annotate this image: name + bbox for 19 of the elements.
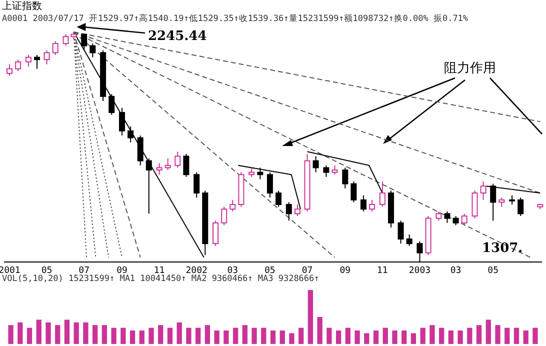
x-tick-label: 2003: [408, 266, 431, 276]
x-tick-label: 11: [377, 266, 388, 276]
x-tick-label: 07: [302, 266, 313, 276]
chart-subtitle: A0001 2003/07/17 开1529.97↑高1540.19↑低1529.35↑收1539.36↑量15231599↑额1098732↑换0.00% 振0.71%: [2, 13, 468, 24]
annotation: 1307.: [482, 241, 523, 256]
annotation: 2245.44: [148, 29, 207, 44]
x-tick-label: 03: [227, 266, 238, 276]
x-tick-label: 2002: [186, 266, 208, 276]
x-tick-label: 11: [154, 266, 165, 276]
annotation: 阻力作用: [444, 61, 496, 76]
chart-title: 上证指数: [2, 0, 42, 12]
x-tick-label: 03: [450, 266, 462, 276]
x-tick-label: 05: [264, 266, 276, 276]
x-tick-label: 09: [116, 266, 128, 276]
x-tick-label: 07: [78, 266, 90, 276]
chart-title: VOL(5,10,20) 15231599↑ MA1 10041450↑ MA2 9360466↑ MA3 9328666↑: [2, 274, 320, 284]
x-tick-label: 09: [340, 266, 351, 276]
x-tick-label: 05: [41, 266, 52, 276]
x-tick-label: 05: [488, 266, 499, 276]
